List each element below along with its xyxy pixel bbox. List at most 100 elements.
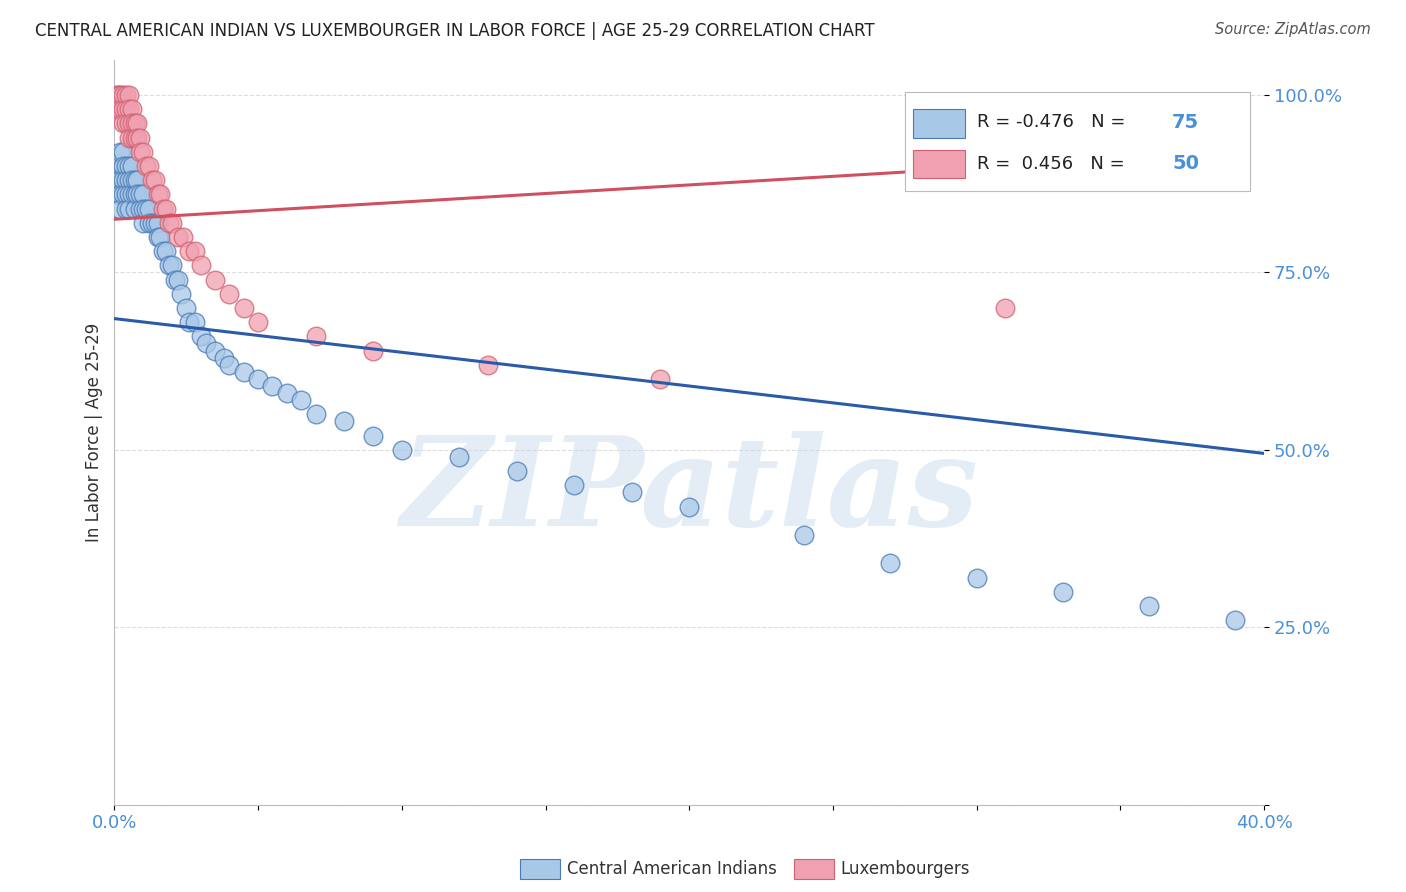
Point bbox=[218, 286, 240, 301]
Text: Source: ZipAtlas.com: Source: ZipAtlas.com bbox=[1215, 22, 1371, 37]
Point bbox=[166, 272, 188, 286]
Point bbox=[105, 159, 128, 173]
Text: Luxembourgers: Luxembourgers bbox=[841, 860, 970, 878]
Point bbox=[174, 301, 197, 315]
Y-axis label: In Labor Force | Age 25-29: In Labor Force | Age 25-29 bbox=[86, 323, 103, 541]
Point bbox=[105, 88, 128, 103]
Point bbox=[190, 259, 212, 273]
Point bbox=[477, 358, 499, 372]
Point bbox=[115, 88, 138, 103]
Point bbox=[132, 187, 155, 202]
Text: CENTRAL AMERICAN INDIAN VS LUXEMBOURGER IN LABOR FORCE | AGE 25-29 CORRELATION C: CENTRAL AMERICAN INDIAN VS LUXEMBOURGER … bbox=[35, 22, 875, 40]
Point bbox=[105, 88, 128, 103]
Point bbox=[361, 428, 384, 442]
Point bbox=[132, 216, 155, 230]
Point bbox=[169, 286, 191, 301]
Point bbox=[247, 315, 270, 329]
Point bbox=[115, 173, 138, 187]
Point bbox=[135, 159, 157, 173]
Text: R =  0.456   N =: R = 0.456 N = bbox=[977, 155, 1130, 173]
Point bbox=[121, 159, 143, 173]
Point bbox=[160, 259, 183, 273]
Point bbox=[879, 557, 901, 571]
Text: ZIPatlas: ZIPatlas bbox=[401, 431, 979, 552]
Point bbox=[793, 528, 815, 542]
Point bbox=[108, 103, 131, 117]
Point bbox=[506, 464, 529, 478]
Point bbox=[304, 408, 326, 422]
Point bbox=[124, 173, 146, 187]
Point bbox=[118, 159, 141, 173]
Point bbox=[124, 187, 146, 202]
Point bbox=[204, 272, 226, 286]
Point bbox=[105, 187, 128, 202]
Point bbox=[262, 379, 284, 393]
Point bbox=[141, 173, 163, 187]
Point bbox=[160, 216, 183, 230]
Point bbox=[121, 103, 143, 117]
Point bbox=[129, 130, 152, 145]
Point bbox=[138, 159, 160, 173]
Point bbox=[184, 244, 207, 259]
Point bbox=[105, 103, 128, 117]
Point bbox=[115, 159, 138, 173]
Text: 50: 50 bbox=[1173, 154, 1199, 173]
Point bbox=[132, 202, 155, 216]
Point bbox=[141, 216, 163, 230]
Point bbox=[127, 116, 149, 130]
Point bbox=[118, 187, 141, 202]
Point bbox=[155, 202, 177, 216]
Point bbox=[118, 103, 141, 117]
Point bbox=[129, 145, 152, 159]
Point bbox=[276, 386, 298, 401]
Point bbox=[108, 173, 131, 187]
Point bbox=[179, 244, 201, 259]
Point bbox=[127, 130, 149, 145]
Point bbox=[290, 393, 312, 408]
Point bbox=[121, 173, 143, 187]
Point bbox=[138, 216, 160, 230]
FancyBboxPatch shape bbox=[905, 92, 1250, 191]
Point bbox=[118, 173, 141, 187]
Point bbox=[195, 336, 218, 351]
Point bbox=[361, 343, 384, 358]
Text: R = -0.476   N =: R = -0.476 N = bbox=[977, 113, 1130, 131]
Point bbox=[121, 116, 143, 130]
FancyBboxPatch shape bbox=[914, 150, 965, 178]
Point bbox=[678, 500, 700, 514]
Point bbox=[1052, 584, 1074, 599]
Point bbox=[108, 88, 131, 103]
Point bbox=[105, 173, 128, 187]
Point bbox=[179, 315, 201, 329]
Point bbox=[112, 159, 135, 173]
Point bbox=[146, 216, 169, 230]
Point bbox=[304, 329, 326, 343]
Point bbox=[152, 202, 174, 216]
Point bbox=[115, 187, 138, 202]
Point bbox=[108, 88, 131, 103]
Point bbox=[333, 415, 356, 429]
Point bbox=[163, 272, 186, 286]
Point bbox=[118, 88, 141, 103]
Point bbox=[146, 187, 169, 202]
Point bbox=[1137, 599, 1160, 613]
Point bbox=[115, 116, 138, 130]
Point bbox=[143, 173, 166, 187]
Point bbox=[149, 230, 172, 244]
Point bbox=[994, 301, 1017, 315]
Point bbox=[152, 244, 174, 259]
Point bbox=[121, 187, 143, 202]
Point bbox=[184, 315, 207, 329]
Point bbox=[562, 478, 585, 492]
Point bbox=[115, 103, 138, 117]
Point bbox=[118, 130, 141, 145]
Point bbox=[135, 202, 157, 216]
Point bbox=[112, 173, 135, 187]
Point bbox=[112, 116, 135, 130]
Point bbox=[232, 365, 254, 379]
Point bbox=[118, 116, 141, 130]
Point bbox=[650, 372, 672, 386]
Point bbox=[247, 372, 270, 386]
Point bbox=[112, 88, 135, 103]
Point bbox=[108, 202, 131, 216]
